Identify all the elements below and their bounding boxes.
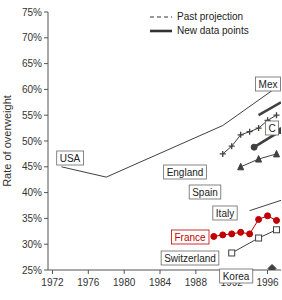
chart: 25% 30% 35% 40% 45% 50% 55% 60% 65% 70% 75% 1972 197… — [0, 0, 282, 300]
series-marker — [211, 233, 217, 239]
x-tick — [160, 270, 161, 274]
x-tick-label: 1976 — [77, 277, 100, 288]
series-line — [241, 154, 277, 167]
y-tick-label: 60% — [22, 84, 42, 95]
series-label-text: England — [167, 167, 204, 178]
series-marker — [247, 231, 253, 237]
series-marker — [274, 227, 280, 233]
series-marker — [220, 232, 226, 238]
y-tick — [44, 192, 48, 193]
legend-line — [150, 17, 172, 18]
series-line — [259, 102, 281, 115]
series-label-box — [265, 121, 278, 135]
series-line — [61, 84, 281, 177]
series-label: Switzerland — [161, 251, 219, 265]
y-tick-label: 75% — [22, 7, 42, 18]
x-tick — [267, 270, 268, 274]
y-tick-label: 25% — [22, 265, 42, 276]
series-line — [232, 230, 277, 253]
series-label-box — [220, 269, 253, 283]
plot-area — [61, 84, 281, 270]
legend-line — [150, 30, 172, 33]
series-label: England — [164, 165, 207, 179]
series-marker — [238, 163, 244, 170]
series-label-box — [164, 165, 207, 179]
series-marker — [274, 112, 280, 118]
x-tick-label: 1988 — [185, 277, 208, 288]
y-tick-label: 65% — [22, 58, 42, 69]
x-tick-label: 1972 — [41, 277, 64, 288]
y-tick — [44, 89, 48, 90]
series-marker — [274, 217, 280, 223]
series-marker — [251, 144, 257, 150]
series-label-box — [256, 77, 281, 91]
x-tick — [195, 270, 196, 274]
y-tick — [44, 12, 48, 13]
series-label-text: Spain — [192, 187, 218, 198]
y-tick-label: 55% — [22, 110, 42, 121]
series-label-box — [57, 151, 84, 165]
series-label-text: USA — [60, 153, 81, 164]
labels: USA England Spain Italy France Switzerland Kor… — [57, 77, 281, 283]
series-marker — [274, 150, 280, 157]
series-line — [250, 200, 281, 210]
series-label: France — [171, 230, 209, 244]
y-tick — [44, 218, 48, 219]
series-label: Spain — [189, 185, 221, 199]
series-marker — [229, 231, 235, 237]
y-tick-label: 30% — [22, 239, 42, 250]
x-tick-label: 1980 — [113, 277, 136, 288]
series-marker — [268, 264, 276, 270]
series-label-box — [213, 206, 237, 220]
series-marker — [256, 216, 262, 222]
y-tick — [44, 141, 48, 142]
series-marker — [256, 125, 262, 131]
series-marker — [265, 213, 271, 219]
series-marker — [256, 156, 262, 163]
y-tick — [44, 244, 48, 245]
x-tick — [124, 270, 125, 274]
series-label-box — [161, 251, 219, 265]
x-tick — [52, 270, 53, 274]
legend: Past projection New data points — [150, 11, 249, 36]
y-tick-label: 50% — [22, 136, 42, 147]
x-tick-label: 1984 — [149, 277, 172, 288]
series-marker — [238, 229, 244, 235]
series-label: Italy — [213, 206, 237, 220]
series-label-text: France — [174, 232, 206, 243]
series-marker — [229, 250, 235, 256]
y-axis-title: Rate of overweight — [1, 95, 13, 187]
y-tick — [44, 166, 48, 167]
legend-label: New data points — [177, 25, 249, 36]
series-label: USA — [57, 151, 84, 165]
series-label-text: C — [268, 123, 275, 134]
y-tick-label: 70% — [22, 32, 42, 43]
y-tick — [44, 115, 48, 116]
series-label-text: Mex — [259, 79, 278, 90]
series-marker — [256, 235, 262, 241]
series-label: Mex — [256, 77, 281, 91]
series-label: C — [265, 121, 278, 135]
x-tick-label: 1996 — [256, 277, 279, 288]
series-label-text: Switzerland — [164, 253, 216, 264]
legend-label: Past projection — [177, 11, 243, 22]
series-marker — [229, 143, 235, 149]
series-label-box — [171, 230, 209, 244]
y-tick — [44, 37, 48, 38]
series-marker — [247, 129, 253, 135]
y-tick-label: 45% — [22, 161, 42, 172]
series-marker — [238, 132, 244, 138]
y-tick — [44, 63, 48, 64]
series-label-text: Italy — [216, 208, 234, 219]
y-tick — [44, 270, 48, 271]
y-tick-label: 35% — [22, 213, 42, 224]
series-label-text: Korea — [223, 271, 250, 282]
series-label-box — [189, 185, 221, 199]
y-tick-label: 40% — [22, 187, 42, 198]
x-tick — [88, 270, 89, 274]
series-label: Korea — [220, 269, 253, 283]
series-marker — [220, 151, 226, 157]
